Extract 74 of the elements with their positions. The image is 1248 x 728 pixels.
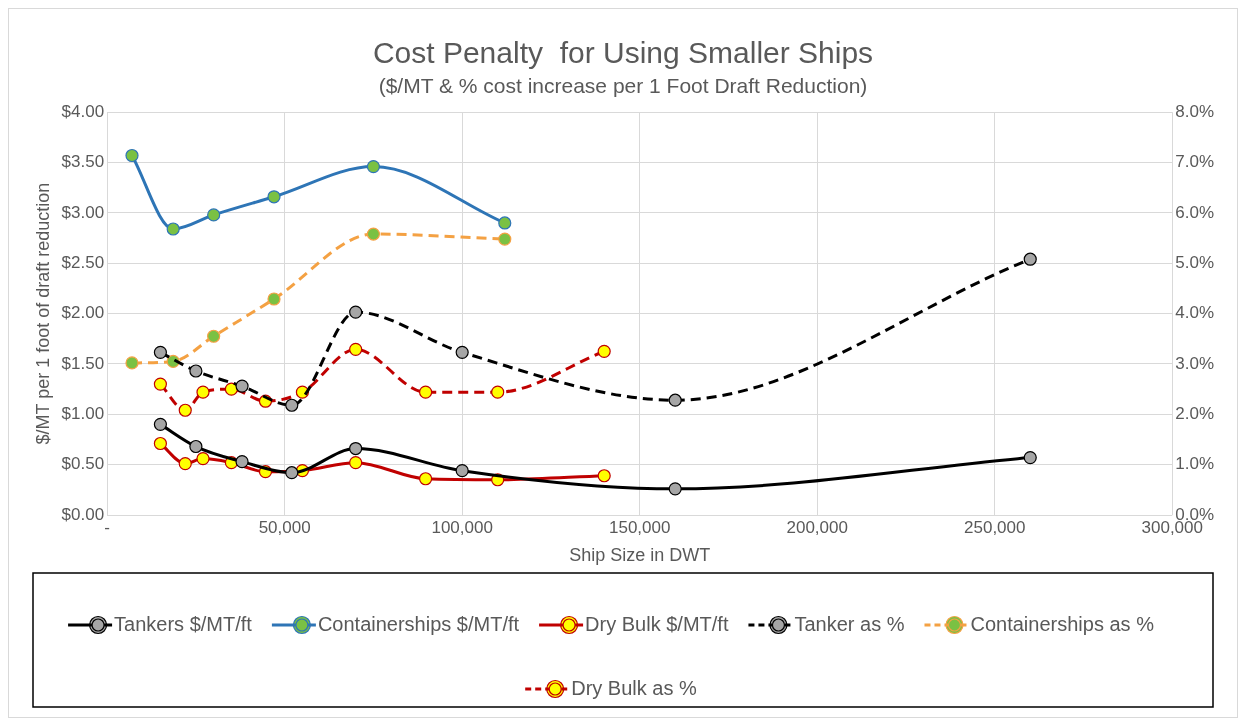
point — [349, 305, 363, 319]
y-axis-title: $/MT per 1 foot of draft reduction — [32, 182, 53, 445]
point — [196, 452, 210, 466]
y-tick-label: $0.00 — [61, 504, 105, 524]
y-tick-label: $2.00 — [61, 303, 105, 323]
point — [349, 456, 363, 470]
point — [349, 441, 363, 456]
x-tick-label: 250,000 — [964, 517, 1026, 537]
y2-tick-label: 1.0% — [1175, 454, 1214, 474]
y2-tick-label: 2.0% — [1175, 403, 1214, 423]
legend-label: Containerships $/MT/ft — [317, 612, 520, 635]
point — [267, 292, 281, 306]
legend-label: Dry Bulk as % — [571, 676, 698, 699]
legend-label: Dry Bulk $/MT/ft — [585, 612, 729, 635]
point — [285, 466, 299, 480]
point — [419, 472, 433, 486]
point — [267, 190, 281, 204]
y2-tick-label: 5.0% — [1175, 252, 1214, 272]
legend-label: Containerships as % — [970, 612, 1155, 635]
point — [419, 385, 433, 399]
y2-tick-label: 3.0% — [1175, 353, 1214, 373]
point — [189, 364, 203, 378]
point — [207, 329, 221, 343]
point — [1023, 252, 1037, 266]
point — [235, 379, 249, 393]
y-tick-label: $2.50 — [61, 252, 105, 272]
point — [366, 159, 381, 174]
y2-tick-label: 6.0% — [1175, 202, 1214, 222]
legend-label: Tankers $/MT/ft — [114, 612, 253, 635]
point — [285, 398, 299, 412]
point — [491, 385, 505, 399]
point — [1023, 451, 1037, 465]
point — [153, 417, 167, 431]
point — [153, 436, 167, 451]
x-tick-label: 150,000 — [608, 517, 671, 537]
y2-tick-label: 4.0% — [1175, 303, 1214, 323]
point — [153, 345, 167, 359]
point — [668, 482, 682, 496]
point — [166, 222, 180, 236]
point — [153, 377, 167, 391]
point — [125, 148, 139, 163]
x-tick-label: - — [104, 517, 110, 537]
y-tick-label: $1.00 — [61, 403, 105, 423]
x-axis-title: Ship Size in DWT — [569, 545, 711, 566]
point — [189, 439, 203, 454]
x-tick-label: 50,000 — [258, 517, 311, 537]
y-tick-label: $3.50 — [61, 152, 105, 172]
point — [178, 457, 192, 471]
y-tick-label: $1.50 — [61, 353, 105, 373]
point — [125, 356, 139, 370]
y-tick-label: $0.50 — [61, 454, 105, 474]
y-tick-label: $4.00 — [61, 101, 105, 121]
point — [668, 393, 682, 407]
chart-title: Cost Penalty for Using Smaller Ships — [372, 36, 874, 70]
x-tick-label: 200,000 — [786, 517, 848, 537]
point — [498, 232, 512, 246]
point — [196, 385, 210, 399]
point — [235, 455, 249, 469]
point — [498, 216, 512, 230]
point — [178, 403, 192, 417]
point — [366, 227, 381, 241]
point — [349, 342, 363, 356]
point — [224, 382, 238, 396]
point — [455, 345, 469, 359]
y-tick-label: $3.00 — [61, 202, 105, 222]
chart-subtitle: ($/MT & % cost increase per 1 Foot Draft Reduction) — [378, 74, 868, 98]
point — [597, 344, 611, 358]
y2-tick-label: 8.0% — [1175, 101, 1214, 121]
point — [455, 464, 469, 478]
point — [597, 469, 611, 483]
legend-label: Tanker as % — [794, 612, 905, 635]
x-tick-label: 100,000 — [431, 517, 493, 537]
point — [207, 208, 221, 222]
y2-tick-label: 7.0% — [1175, 152, 1214, 172]
